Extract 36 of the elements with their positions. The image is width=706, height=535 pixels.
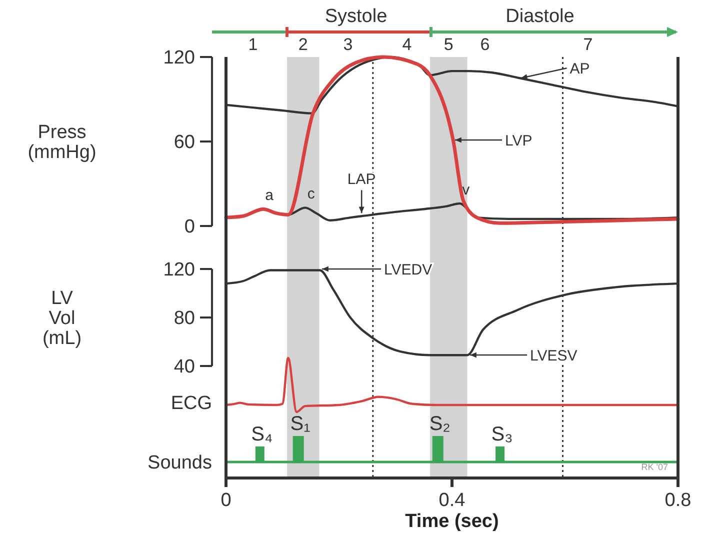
y-tick-label: 0 <box>184 216 195 238</box>
text: 4 <box>402 35 412 54</box>
annotation: S₃ <box>491 423 513 446</box>
text: 1 <box>248 35 258 54</box>
y-tick-label: 40 <box>174 356 195 378</box>
annotation: LVP <box>505 132 532 150</box>
annotation: S₁ <box>290 413 311 435</box>
y-axis-title: Press (mmHg) <box>28 122 96 164</box>
y-axis-title: Sounds <box>148 452 212 474</box>
y-tick-label: 120 <box>163 260 195 281</box>
annotation: c <box>307 186 316 203</box>
annotation: S₂ <box>429 413 450 435</box>
text: 6 <box>480 35 490 54</box>
annotation: AP <box>570 60 590 78</box>
x-tick-label: 0 <box>220 490 232 511</box>
y-axis-title: LV Vol (mL) <box>42 288 82 350</box>
y-axis-title: ECG <box>170 393 212 414</box>
band-label: 2 <box>298 35 308 54</box>
band-label: 5 <box>444 35 454 54</box>
text: Diastole <box>506 6 574 27</box>
y-tick-label: 80 <box>174 308 195 330</box>
y-tick-label: 60 <box>174 132 195 154</box>
text: 7 <box>583 35 593 54</box>
text: 3 <box>343 35 353 54</box>
annotation: v <box>462 181 470 198</box>
annotation: S₄ <box>251 423 273 446</box>
annotation: LVESV <box>530 347 578 364</box>
annotation: RK '07 <box>641 462 668 472</box>
annotation: LVEDV <box>384 261 432 278</box>
x-tick-label: 0.8 <box>664 490 692 511</box>
x-tick-label: 0.4 <box>438 490 466 511</box>
y-tick-label: 120 <box>163 48 195 69</box>
x-axis-title: Time (sec) <box>405 511 499 532</box>
annotation: LAP <box>347 171 376 188</box>
annotation: a <box>265 187 274 204</box>
text: Systole <box>324 6 388 27</box>
